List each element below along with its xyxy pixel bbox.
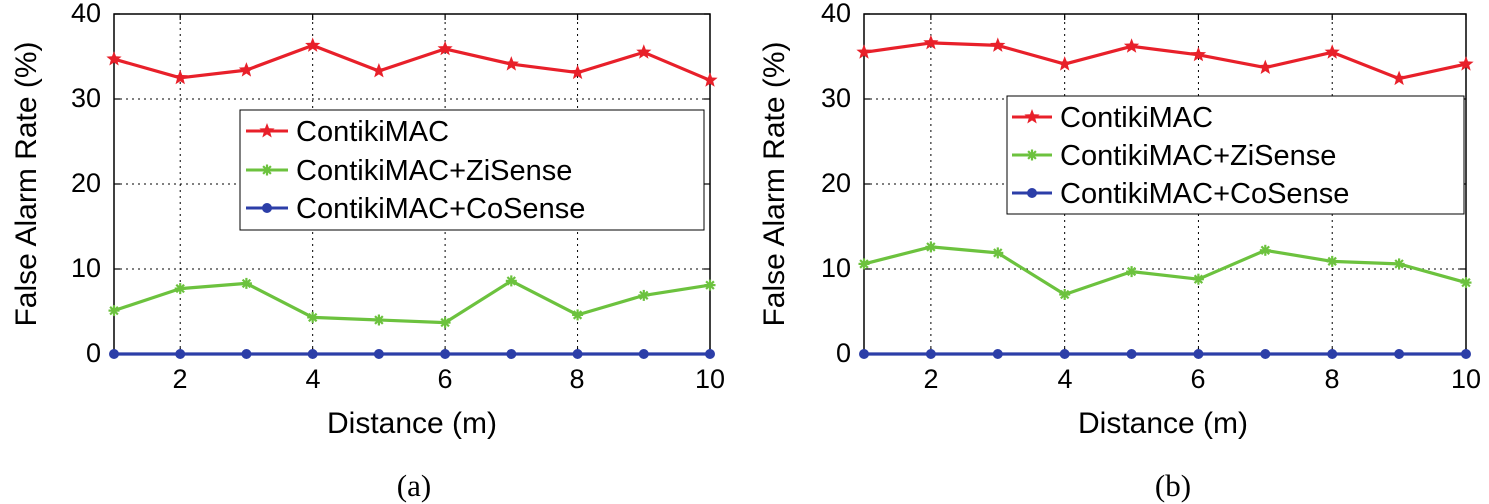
legend-label-zisense: ContikiMAC+ZiSense <box>1060 140 1336 172</box>
data-point-contikimac-zisense <box>440 317 451 328</box>
data-point-contikimac-cosense <box>1394 349 1404 359</box>
x-tick-label: 4 <box>1057 364 1072 394</box>
x-tick-label: 2 <box>923 364 938 394</box>
data-point-contikimac-cosense <box>506 349 516 359</box>
data-point-contikimac-zisense <box>1327 256 1338 267</box>
data-point-contikimac-zisense <box>506 275 517 286</box>
x-axis-title: Distance (m) <box>327 407 497 440</box>
legend-label-contikimac: ContikiMAC <box>1060 102 1213 134</box>
data-point-contikimac-cosense <box>1060 349 1070 359</box>
data-point-contikimac-cosense <box>374 349 384 359</box>
legend: ContikiMAC ContikiMAC+ZiSense ContikiMAC… <box>240 110 704 230</box>
data-point-contikimac-zisense <box>373 315 384 326</box>
data-point-contikimac-zisense <box>307 312 318 323</box>
data-point-contikimac-cosense <box>109 349 119 359</box>
y-tick-label: 10 <box>821 253 851 283</box>
data-point-contikimac-zisense <box>1059 289 1070 300</box>
y-tick-label: 30 <box>71 83 101 113</box>
legend-marker-asterisk <box>1027 150 1038 161</box>
y-tick-label: 40 <box>71 0 101 28</box>
x-tick-label: 8 <box>569 364 584 394</box>
data-point-contikimac-cosense <box>859 349 869 359</box>
legend-label-zisense: ContikiMAC+ZiSense <box>296 155 572 187</box>
chart-panel-a: 0 10 20 30 40 2 4 6 8 10 Distance (m) Fa… <box>10 0 725 503</box>
y-tick-label: 40 <box>821 0 851 28</box>
data-point-contikimac-cosense <box>926 349 936 359</box>
data-point-contikimac-cosense <box>308 349 318 359</box>
data-point-contikimac-cosense <box>1260 349 1270 359</box>
x-tick-label: 10 <box>695 364 725 394</box>
data-point-contikimac-zisense <box>109 305 120 316</box>
legend-marker-circle <box>262 203 272 213</box>
data-point-contikimac-cosense <box>241 349 251 359</box>
data-point-contikimac-zisense <box>1193 274 1204 285</box>
data-point-contikimac-cosense <box>1193 349 1203 359</box>
x-tick-label: 8 <box>1324 364 1339 394</box>
data-point-contikimac-zisense <box>1260 245 1271 256</box>
x-tick-label: 10 <box>1451 364 1481 394</box>
data-point-contikimac-cosense <box>1461 349 1471 359</box>
data-point-contikimac-zisense <box>638 290 649 301</box>
panel-caption: (b) <box>1155 468 1191 503</box>
data-point-contikimac-zisense <box>1461 277 1472 288</box>
x-tick-label: 4 <box>305 364 320 394</box>
data-point-contikimac-zisense <box>175 283 186 294</box>
y-axis-title: False Alarm Rate (%) <box>10 41 43 326</box>
data-point-contikimac-zisense <box>572 309 583 320</box>
data-point-contikimac-cosense <box>440 349 450 359</box>
data-point-contikimac-zisense <box>992 247 1003 258</box>
y-tick-label: 20 <box>821 168 851 198</box>
y-tick-label: 10 <box>71 253 101 283</box>
data-point-contikimac-cosense <box>1127 349 1137 359</box>
data-point-contikimac-cosense <box>993 349 1003 359</box>
legend-marker-circle <box>1027 188 1037 198</box>
chart-panel-b: 0 10 20 30 40 2 4 6 8 10 Distance (m) Fa… <box>758 0 1481 503</box>
y-tick-label: 0 <box>86 338 101 368</box>
x-tick-label: 6 <box>437 364 452 394</box>
y-tick-label: 20 <box>71 168 101 198</box>
data-point-contikimac-cosense <box>639 349 649 359</box>
y-axis-title: False Alarm Rate (%) <box>758 41 791 326</box>
data-point-contikimac-zisense <box>925 241 936 252</box>
data-point-contikimac-zisense <box>705 280 716 291</box>
legend-marker-asterisk <box>262 165 273 176</box>
data-point-contikimac-zisense <box>1394 258 1405 269</box>
figure: 0 10 20 30 40 2 4 6 8 10 Distance (m) Fa… <box>0 0 1489 504</box>
x-axis-title: Distance (m) <box>1078 407 1248 440</box>
data-point-contikimac-cosense <box>705 349 715 359</box>
y-tick-label: 30 <box>821 83 851 113</box>
legend-label-cosense: ContikiMAC+CoSense <box>296 193 585 225</box>
data-point-contikimac-cosense <box>175 349 185 359</box>
data-point-contikimac-cosense <box>573 349 583 359</box>
x-tick-label: 2 <box>172 364 187 394</box>
legend-label-cosense: ContikiMAC+CoSense <box>1060 178 1349 210</box>
panel-caption: (a) <box>397 468 431 503</box>
x-tick-label: 6 <box>1190 364 1205 394</box>
data-point-contikimac-cosense <box>1327 349 1337 359</box>
legend: ContikiMAC ContikiMAC+ZiSense ContikiMAC… <box>1007 96 1464 214</box>
legend-label-contikimac: ContikiMAC <box>296 116 449 148</box>
data-point-contikimac-zisense <box>859 258 870 269</box>
y-tick-label: 0 <box>836 338 851 368</box>
